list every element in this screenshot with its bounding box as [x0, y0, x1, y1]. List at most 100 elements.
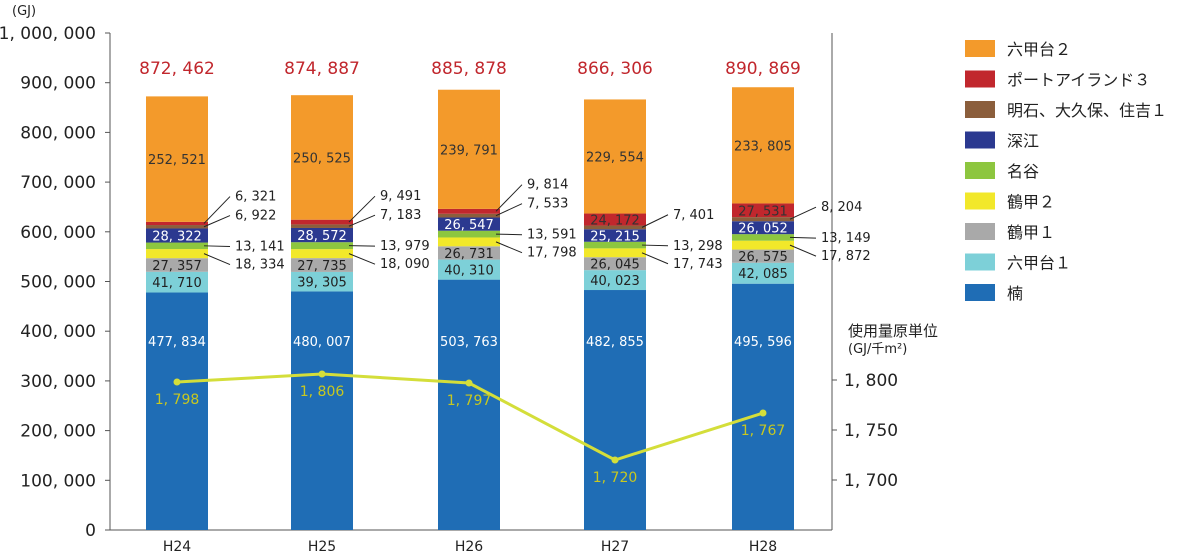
line-point	[611, 456, 619, 464]
bar-segment-label: 239, 791	[440, 143, 498, 158]
bar-segment	[584, 241, 646, 249]
bar-segment	[732, 221, 794, 235]
callout-label: 17, 798	[527, 246, 577, 261]
y-tick-label: 500, 000	[20, 273, 96, 293]
bar-segment	[146, 228, 208, 243]
bar-segment	[584, 229, 646, 242]
bar-segment	[438, 217, 500, 231]
y-right-tick-label: 1, 800	[844, 371, 898, 391]
bar-segment-label: 480, 007	[293, 335, 351, 350]
bar-segment-label: 250, 525	[293, 151, 351, 166]
bar-segment-label: 40, 023	[590, 274, 640, 289]
callout-label: 13, 149	[821, 231, 871, 246]
y-tick-label: 700, 000	[20, 173, 96, 193]
x-tick-label: H27	[601, 539, 629, 555]
callout-line	[203, 196, 231, 224]
legend-swatch	[965, 70, 995, 88]
line-point	[173, 378, 181, 386]
line-point-label: 1, 806	[300, 384, 345, 400]
legend-swatch	[965, 162, 995, 179]
legend-label: ポートアイランド３	[1007, 71, 1150, 90]
bar-segment	[291, 219, 353, 225]
callout-line	[495, 233, 523, 236]
bar-segment	[584, 225, 646, 230]
bar-segment	[291, 249, 353, 259]
legend-label: 名谷	[1007, 162, 1039, 181]
bar-segment-label: 39, 305	[297, 276, 347, 291]
bar-total-label: 872, 462	[139, 59, 215, 79]
callout-label: 18, 090	[380, 257, 430, 272]
callout-line	[203, 253, 231, 266]
bar-segment	[291, 224, 353, 228]
callout-label: 6, 321	[235, 190, 276, 205]
callout-label: 17, 743	[673, 257, 723, 272]
callout-label: 13, 591	[527, 228, 577, 243]
line-point-label: 1, 720	[593, 470, 638, 486]
bar-segment	[291, 227, 353, 243]
legend-label: 六甲台１	[1007, 254, 1071, 273]
bar-segment	[146, 292, 208, 530]
bar-total-label: 866, 306	[577, 59, 653, 79]
y-tick-label: 600, 000	[20, 223, 96, 243]
y-tick-label: 1, 000, 000	[0, 24, 96, 44]
legend-label: 六甲台２	[1007, 40, 1071, 59]
callout-line	[641, 244, 669, 247]
callout-label: 7, 183	[380, 208, 421, 223]
callout-label: 6, 922	[235, 209, 276, 224]
callout-line	[348, 245, 376, 247]
bar-segment-label: 28, 322	[152, 230, 202, 245]
callout-line	[641, 252, 669, 265]
bar-segment	[438, 89, 500, 209]
bar-segment-label: 27, 531	[738, 204, 788, 219]
callout-line	[348, 195, 376, 223]
x-tick-label: H24	[163, 539, 191, 555]
line-point	[465, 379, 473, 387]
y-right-tick-label: 1, 750	[844, 421, 898, 441]
bar-segment-label: 233, 805	[734, 139, 792, 154]
bar-segment	[584, 257, 646, 271]
bar-segment	[438, 259, 500, 280]
bar-segment	[732, 283, 794, 530]
y-tick-label: 900, 000	[20, 74, 96, 94]
bar-segment	[584, 99, 646, 214]
callout-line	[789, 206, 817, 220]
callout-label: 17, 872	[821, 249, 871, 264]
legend-label: 明石、大久保、住吉１	[1007, 101, 1167, 120]
bar-segment	[732, 262, 794, 284]
callout-label: 18, 334	[235, 258, 285, 273]
legend-swatch	[965, 192, 995, 210]
callout-line	[203, 245, 231, 248]
callout-label: 7, 533	[527, 197, 568, 212]
legend-label: 鶴甲２	[1007, 193, 1055, 212]
line-point-label: 1, 797	[447, 393, 492, 409]
legend-swatch	[965, 131, 995, 149]
bar-segment	[732, 234, 794, 241]
legend-swatch	[965, 284, 995, 301]
bar-segment	[146, 225, 208, 229]
bar-segment-label: 495, 596	[734, 335, 792, 350]
bar-segment	[584, 213, 646, 226]
bar-segment	[146, 96, 208, 222]
bar-segment	[291, 242, 353, 250]
bar-segment-label: 42, 085	[738, 267, 788, 282]
x-tick-label: H25	[308, 539, 336, 555]
bar-segment	[146, 249, 208, 259]
bar-segment	[291, 95, 353, 220]
bar-segment	[732, 203, 794, 218]
callout-line	[641, 214, 669, 228]
bar-segment	[146, 242, 208, 250]
bar-segment-label: 477, 834	[148, 335, 206, 350]
callout-line	[348, 214, 376, 227]
bar-segment	[438, 246, 500, 260]
line-point-label: 1, 798	[155, 392, 200, 408]
callout-line	[789, 244, 817, 257]
bar-segment-label: 27, 357	[152, 259, 202, 274]
bar-segment-label: 26, 052	[738, 222, 788, 237]
legend-label: 鶴甲１	[1007, 223, 1055, 242]
callout-label: 13, 979	[380, 239, 430, 254]
callout-label: 7, 401	[673, 208, 714, 223]
y-right-tick-label: 1, 700	[844, 471, 898, 491]
bar-total-label: 885, 878	[431, 59, 507, 79]
bar-segment	[146, 271, 208, 293]
